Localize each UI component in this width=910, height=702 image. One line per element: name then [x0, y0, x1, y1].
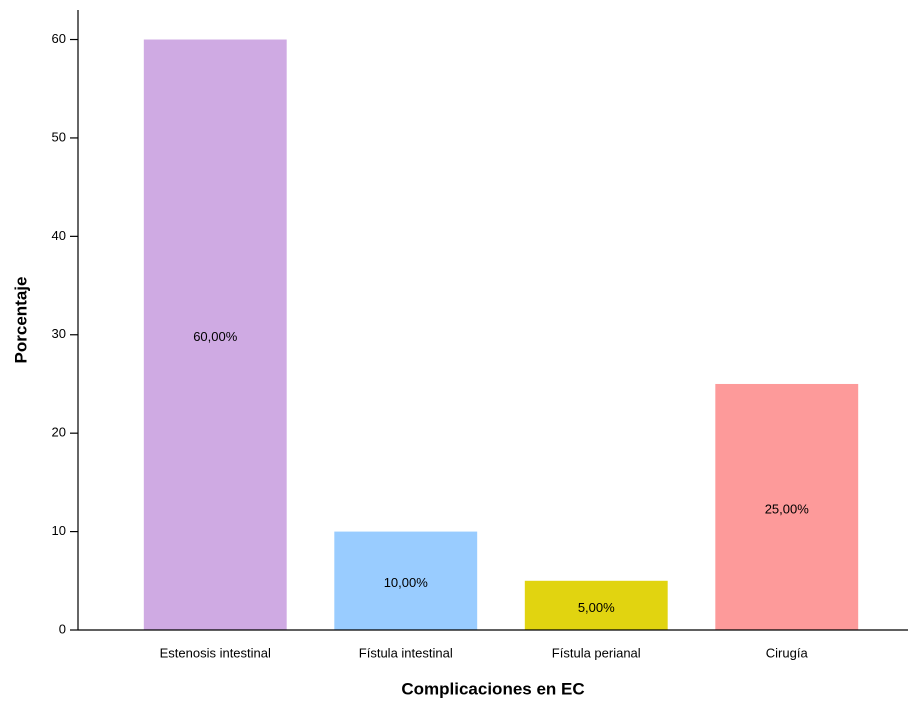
y-tick-label: 60: [52, 31, 66, 46]
y-tick-label: 0: [59, 621, 66, 636]
y-tick-label: 30: [52, 326, 66, 341]
value-label: 10,00%: [384, 575, 429, 590]
bar: [524, 580, 668, 630]
bar: [334, 531, 478, 630]
value-label: 25,00%: [765, 501, 810, 516]
x-tick-label: Fístula perianal: [552, 645, 641, 660]
y-tick-label: 10: [52, 523, 66, 538]
y-axis-title: Porcentaje: [11, 277, 30, 364]
x-tick-label: Estenosis intestinal: [160, 645, 271, 660]
y-tick-label: 50: [52, 129, 66, 144]
bar: [143, 39, 287, 631]
bar: [715, 383, 859, 630]
x-tick-label: Cirugía: [766, 645, 809, 660]
value-label: 5,00%: [578, 600, 615, 615]
value-label: 60,00%: [193, 329, 238, 344]
x-axis-title: Complicaciones en EC: [401, 679, 584, 698]
y-tick-label: 40: [52, 228, 66, 243]
x-tick-label: Fístula intestinal: [359, 645, 453, 660]
y-tick-label: 20: [52, 425, 66, 440]
